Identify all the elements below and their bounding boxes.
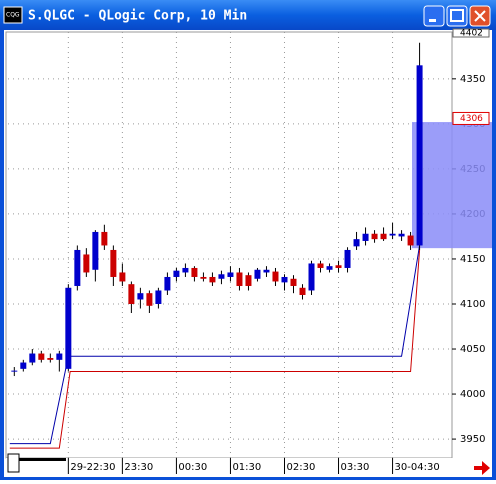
y-tick-label: 4100 [460,299,485,310]
candle-body [245,275,252,286]
candle-body [407,235,414,246]
time-axis [6,458,490,476]
candle-body [20,362,27,369]
x-tick-label: 02:30 [286,462,315,473]
candle-body [371,233,378,240]
last-price-box [452,111,490,125]
candle-body [65,287,72,369]
candle-body [335,265,342,268]
candle-body [398,233,405,237]
candle-body [191,267,198,277]
x-tick-label: 03:30 [341,462,370,473]
candle-body [227,272,234,277]
candle-body [74,249,81,286]
app-icon-text: CQG [6,12,20,19]
candle-body [29,353,36,363]
candle-body [380,233,387,240]
candle-body [38,353,45,360]
candle-body [83,254,90,273]
y-tick-label: 3950 [460,434,485,445]
top-value-box [452,28,490,38]
x-tick-label: 01:30 [232,462,261,473]
highlight-band [412,122,492,249]
candle-body [137,293,144,300]
y-tick-label: 4000 [460,389,485,400]
candle-body [218,274,225,279]
candle-body [308,263,315,291]
x-tick-label: 00:30 [178,462,207,473]
scroll-box[interactable] [7,453,20,473]
scroll-right-arrow[interactable] [474,461,490,475]
candle-body [272,271,279,282]
maximize-button[interactable] [446,5,468,27]
candle-body [200,276,207,279]
candle-body [254,269,261,279]
y-tick-label: 4350 [460,74,485,85]
candle-body [263,269,270,273]
candle-body [92,231,99,270]
app-icon [3,6,23,24]
candle-body [110,249,117,277]
candle-body [389,233,396,236]
minimize-button[interactable] [423,5,445,27]
candle-body [119,272,126,282]
candle-body [56,353,63,360]
stop-line [9,249,421,449]
candle-body [146,293,153,306]
candle-body [155,290,162,304]
candle-body [344,249,351,268]
y-tick-label: 4050 [460,344,485,355]
candle-body [164,276,171,291]
x-tick-label: 30-04:30 [395,462,440,473]
candle-body [353,239,360,247]
candle-body [182,267,189,273]
candle-body [326,266,333,270]
window-title: S.QLGC - QLogic Corp, 10 Min [28,9,247,24]
candle-body [290,278,297,286]
candle-body [299,287,306,295]
candle-body [236,272,243,286]
x-tick-label: 29-22:30 [70,462,115,473]
candle-body [317,263,324,268]
candle-body [47,358,54,360]
candle-body [362,233,369,241]
candle-body [281,276,288,283]
scroll-bar[interactable] [18,458,66,461]
title-bar [0,0,496,30]
close-button[interactable] [469,5,491,27]
top-value-label: 4402 [460,29,483,39]
candle-body [128,284,135,304]
candle-body [209,276,216,283]
candle-body [173,270,180,277]
y-tick-label: 4150 [460,254,485,265]
candle-body [416,65,423,246]
last-price-label: 4306 [460,114,483,124]
x-tick-label: 23:30 [124,462,153,473]
candle-body [11,370,18,372]
candle-body [101,231,108,246]
